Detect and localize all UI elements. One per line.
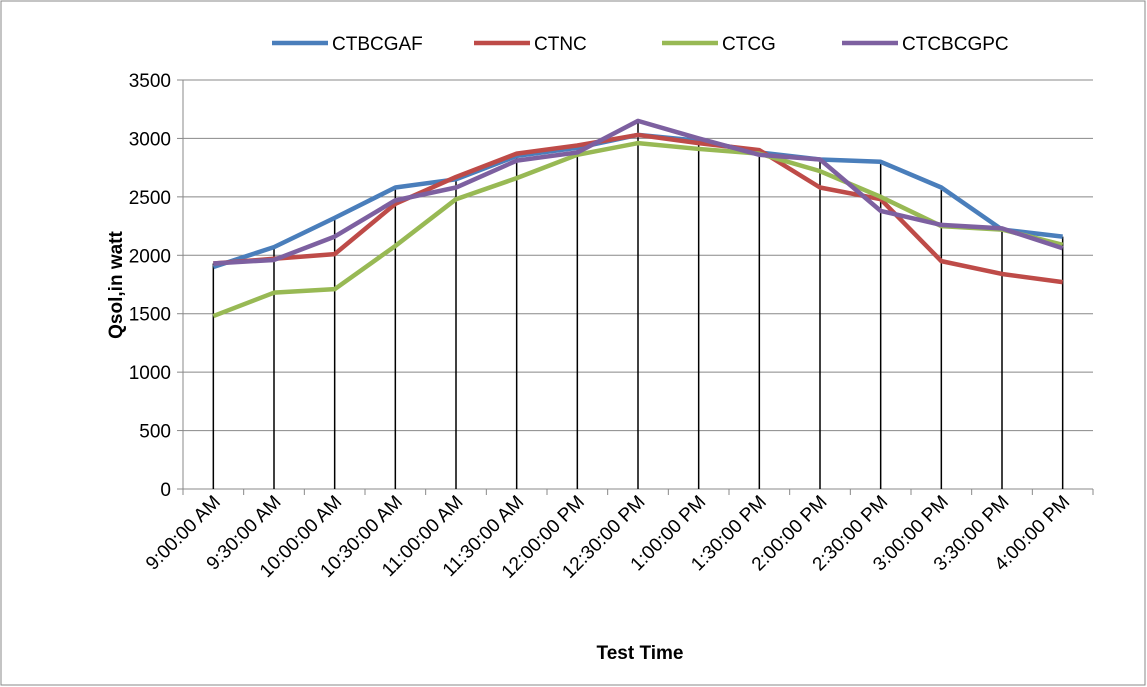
series-line xyxy=(213,132,1063,285)
y-axis-label: Qsol,in watt xyxy=(106,230,127,338)
legend-label: CTNC xyxy=(534,34,587,55)
series-line xyxy=(212,140,1064,319)
y-tick-label: 3500 xyxy=(129,71,171,92)
y-tick-label: 2000 xyxy=(129,246,171,267)
y-tick-label: 2500 xyxy=(129,188,171,209)
legend-label: CTBCGAF xyxy=(332,34,423,55)
y-tick-label: 1000 xyxy=(129,363,171,384)
y-tick-label: 1500 xyxy=(129,305,171,326)
series-line xyxy=(213,118,1064,266)
y-tick-label: 500 xyxy=(139,422,171,443)
x-axis-label: Test Time xyxy=(597,643,684,664)
y-tick-label: 3000 xyxy=(129,129,171,150)
legend-label: CTCBCGPC xyxy=(902,34,1009,55)
y-tick-label: 0 xyxy=(160,480,171,501)
legend-label: CTCG xyxy=(722,34,776,55)
